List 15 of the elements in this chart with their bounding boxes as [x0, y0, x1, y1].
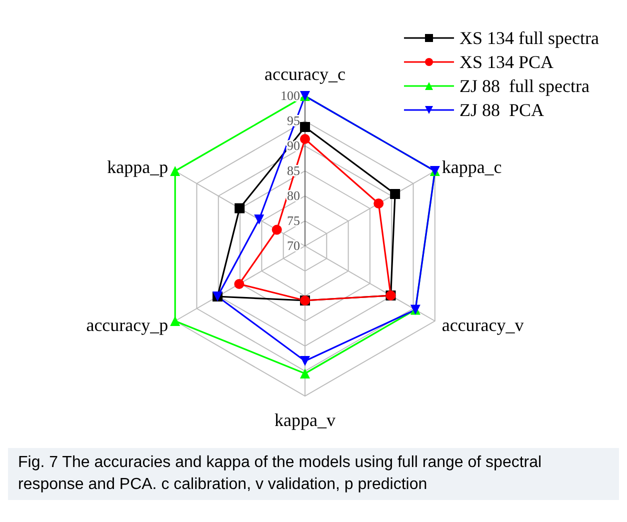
- spoke-label: accuracy_c: [264, 64, 346, 84]
- spoke-label: accuracy_p: [86, 315, 168, 335]
- spoke-label: accuracy_v: [442, 315, 524, 335]
- spoke-label: kappa_v: [274, 410, 336, 430]
- legend-label: XS 134 full spectra: [460, 27, 599, 50]
- legend-label: ZJ 88 PCA: [460, 99, 544, 122]
- spoke-label: kappa_c: [442, 157, 502, 177]
- y-tick-label: 80: [287, 188, 300, 203]
- legend-label: ZJ 88 full spectra: [460, 75, 590, 98]
- spoke-label: kappa_p: [107, 157, 168, 177]
- y-tick-label: 70: [287, 238, 300, 253]
- y-tick-label: 75: [287, 213, 300, 228]
- caption: Fig. 7 The accuracies and kappa of the models using full range of spectral response and PCA. c calibration, v validation, p prediction: [8, 448, 619, 500]
- y-tick-label: 100: [280, 88, 300, 103]
- legend-label: XS 134 PCA: [460, 51, 554, 74]
